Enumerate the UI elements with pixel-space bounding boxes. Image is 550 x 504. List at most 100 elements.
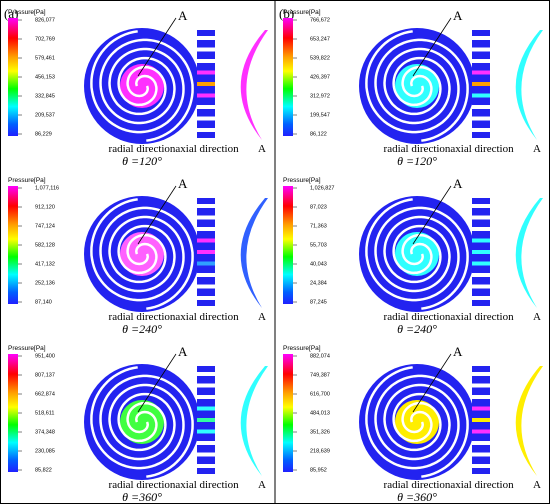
spiral-gap <box>374 374 469 478</box>
colorbar-label: 456,153 <box>35 74 55 80</box>
colorbar-label: 582,128 <box>35 242 55 248</box>
section-arc <box>240 30 268 140</box>
radial-caption: radial direction <box>384 143 451 155</box>
axial-stripe <box>472 284 490 289</box>
axial-stripe <box>197 128 215 132</box>
axial-stripe <box>197 227 215 231</box>
axial-stripe <box>197 36 215 40</box>
panel-label: (b) <box>279 6 294 21</box>
axial-stripe <box>472 204 490 208</box>
colorbar-label: 71,363 <box>310 223 327 229</box>
legend-title: Pressure[Pa] <box>8 345 46 352</box>
axial-stripe <box>472 250 490 254</box>
colorbar-label: 826,077 <box>35 17 55 23</box>
panel: Pressure[Pa]766,672 653,247 539,822 426,397… <box>283 8 543 168</box>
marker-line <box>412 353 452 413</box>
legend-title: Pressure[Pa] <box>283 9 321 16</box>
legend-title: Pressure[Pa] <box>8 9 46 16</box>
axial-stripe <box>472 93 490 98</box>
axial-stripe <box>472 227 490 231</box>
panel: Pressure[Pa]951,400 807,137 662,874 518,611… <box>8 344 268 504</box>
axial-stripe <box>197 215 215 220</box>
colorbar-label: 807,137 <box>35 372 55 378</box>
panel: Pressure[Pa]1,026,827 87,023 71,363 55,703 4… <box>283 176 543 336</box>
colorbar-label: 199,547 <box>310 112 330 118</box>
section-caption: A <box>533 143 541 155</box>
spiral-gap <box>365 30 460 134</box>
angle-caption: θ =360° <box>122 490 162 504</box>
colorbar-label: 87,245 <box>310 299 327 305</box>
marker-line <box>137 353 177 413</box>
panel-label: (a) <box>4 6 18 21</box>
colorbar-label: 702,769 <box>35 36 55 42</box>
colorbar-label: 252,136 <box>35 280 55 286</box>
spiral-gap <box>374 206 469 310</box>
axial-stripe <box>197 406 215 411</box>
axial-stripe <box>472 261 490 266</box>
marker-line <box>137 185 177 245</box>
colorbar-label: 616,700 <box>310 391 330 397</box>
axial-stripe <box>197 47 215 52</box>
colorbar <box>8 354 18 472</box>
colorbar-label: 766,672 <box>310 17 330 23</box>
colorbar <box>283 186 293 304</box>
colorbar-label: 951,400 <box>35 353 55 359</box>
section-caption: A <box>258 311 266 323</box>
radial-caption: radial direction <box>384 479 451 491</box>
axial-stripe <box>472 418 490 422</box>
colorbar-label: 539,822 <box>310 55 330 61</box>
colorbar-label: 1,026,827 <box>310 185 334 191</box>
angle-caption: θ =240° <box>397 322 437 336</box>
axial-stripe <box>197 116 215 121</box>
spiral-gap <box>90 30 185 134</box>
colorbar-label: 332,845 <box>35 93 55 99</box>
axial-stripe <box>197 383 215 388</box>
spiral-gap <box>99 38 194 142</box>
axial-stripe <box>472 429 490 434</box>
axial-caption: axial direction <box>450 479 514 491</box>
colorbar-label: 24,384 <box>310 280 327 286</box>
colorbar-label: 518,611 <box>35 410 54 416</box>
axial-stripe <box>197 284 215 289</box>
marker-label: A <box>178 8 188 23</box>
radial-caption: radial direction <box>384 311 451 323</box>
section-arc <box>240 366 268 476</box>
marker-label: A <box>453 176 463 191</box>
colorbar-label: 40,043 <box>310 261 327 267</box>
axial-stripe <box>472 383 490 388</box>
colorbar-label: 85,952 <box>310 467 327 473</box>
colorbar-label: 882,074 <box>310 353 330 359</box>
axial-stripe <box>197 441 215 445</box>
colorbar-label: 484,013 <box>310 410 330 416</box>
axial-stripe <box>472 59 490 63</box>
spiral-gap <box>90 198 185 302</box>
marker-label: A <box>178 344 188 359</box>
axial-stripe <box>197 296 215 300</box>
axial-stripe <box>472 273 490 277</box>
axial-stripe <box>197 59 215 63</box>
marker-line <box>412 17 452 77</box>
colorbar-label: 749,387 <box>310 372 330 378</box>
spiral-gap <box>365 366 460 470</box>
angle-caption: θ =360° <box>397 490 437 504</box>
legend-title: Pressure[Pa] <box>283 177 321 184</box>
axial-stripe <box>197 204 215 208</box>
axial-stripe <box>197 452 215 457</box>
axial-stripe <box>472 36 490 40</box>
axial-stripe <box>472 238 490 243</box>
axial-stripe <box>197 70 215 75</box>
colorbar-label: 662,874 <box>35 391 55 397</box>
radial-caption: radial direction <box>109 479 176 491</box>
axial-stripe <box>197 372 215 376</box>
colorbar-label: 1,077,116 <box>35 185 59 191</box>
axial-stripe <box>472 464 490 468</box>
axial-caption: axial direction <box>450 143 514 155</box>
section-arc <box>515 198 543 308</box>
section-caption: A <box>533 311 541 323</box>
colorbar-label: 209,537 <box>35 112 55 118</box>
radial-caption: radial direction <box>109 311 176 323</box>
section-arc <box>515 30 543 140</box>
axial-caption: axial direction <box>175 479 239 491</box>
colorbar-label: 230,085 <box>35 448 55 454</box>
axial-stripe <box>472 82 490 86</box>
